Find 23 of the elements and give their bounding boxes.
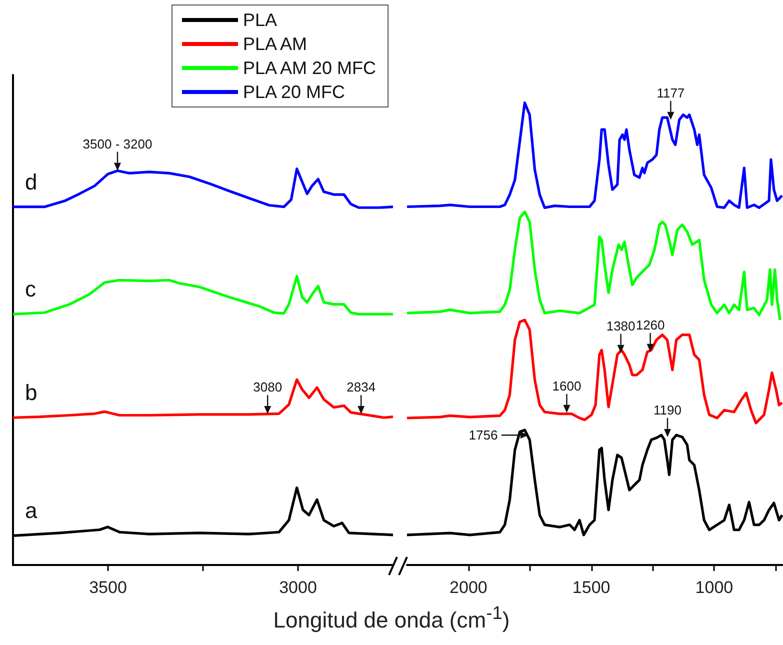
x-tick-label: 2000 xyxy=(450,578,488,597)
annotation: 1190 xyxy=(654,402,682,418)
annotation: b xyxy=(25,380,38,406)
annotation: d xyxy=(25,169,38,194)
annotation: 1600 xyxy=(552,378,582,394)
legend-label: PLA xyxy=(243,10,278,30)
annotation: 1380 xyxy=(606,318,636,334)
annotation: 3080 xyxy=(253,380,282,395)
legend-label: PLA 20 MFC xyxy=(243,82,346,102)
annotation: 2834 xyxy=(346,380,376,395)
x-tick-label: 3000 xyxy=(279,578,317,597)
annotation: 1260 xyxy=(636,317,665,332)
x-tick-label: 1500 xyxy=(572,578,610,597)
annotation: a xyxy=(25,498,38,524)
legend-label: PLA AM 20 MFC xyxy=(243,58,376,78)
x-tick-label: 1000 xyxy=(695,578,734,597)
x-axis-title: Longitud de onda (cm$^{-1}$) xyxy=(272,602,511,634)
x-tick-label: 3500 xyxy=(89,578,127,597)
annotation: 1756 xyxy=(468,428,498,443)
annotation: 3500 - 3200 xyxy=(82,136,152,152)
annotation: 1177 xyxy=(656,85,685,100)
annotation: c xyxy=(25,276,36,302)
legend-label: PLA AM xyxy=(243,34,308,54)
